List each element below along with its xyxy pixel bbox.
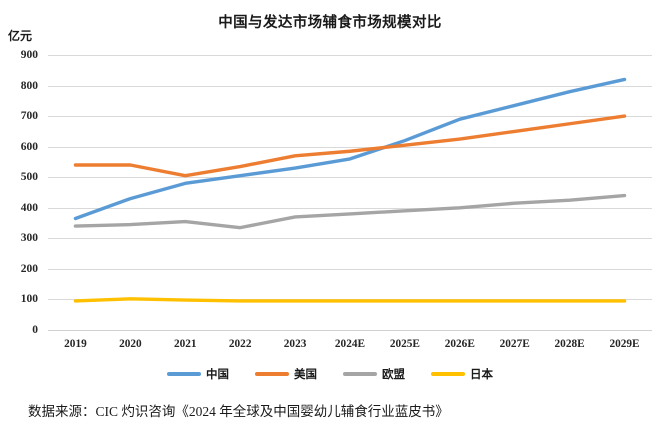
gridline-0 [48, 330, 652, 331]
series-line-美国 [73, 114, 627, 178]
gridline-400 [48, 207, 652, 209]
plot-canvas: 0 100 200 300 400 500 600 700 800 900 [21, 49, 652, 336]
x-tick-label-2019: 2019 [64, 338, 87, 350]
legend-label-美国: 美国 [294, 369, 317, 381]
x-tick-label-2024E: 2024E [334, 338, 366, 350]
y-tick-label-200: 200 [20, 262, 38, 275]
top-divider [0, 0, 660, 1]
series-lines-svg [73, 77, 627, 303]
legend-item-欧盟[interactable]: 欧盟 [343, 366, 405, 382]
x-tick-label-2022: 2022 [228, 338, 252, 350]
y-tick-label-500: 500 [20, 171, 38, 184]
legend-swatch-美国 [255, 372, 289, 376]
y-tick-label-100: 100 [20, 293, 38, 306]
series-line-中国 [73, 77, 627, 221]
gridline-500 [48, 177, 652, 179]
y-tick-label-400: 400 [20, 201, 38, 214]
legend-item-日本[interactable]: 日本 [431, 366, 493, 382]
chart-title: 中国与发达市场辅食市场规模对比 [218, 15, 442, 31]
x-tick-label-2020: 2020 [119, 338, 142, 350]
series-line-欧盟 [73, 193, 627, 230]
x-tick-label-2027E: 2027E [499, 338, 530, 350]
gridline-700 [48, 116, 652, 118]
gridline-600 [48, 146, 652, 148]
gridline-200 [48, 268, 652, 270]
y-tick-label-700: 700 [20, 110, 38, 123]
chart-legend: 中国 美国 欧盟 日本 [0, 366, 660, 382]
source-note: 数据来源：CIC 灼识咨询《2024 年全球及中国婴幼儿辅食行业蓝皮书》 [28, 404, 449, 419]
x-axis-ticks: 2019 2020 2021 2022 2023 2024E 2025E 2026E 2027E… [48, 338, 652, 356]
y-tick-label-300: 300 [20, 232, 38, 245]
gridline-300 [48, 238, 652, 240]
gridline-800 [48, 85, 652, 87]
legend-item-美国[interactable]: 美国 [255, 366, 317, 382]
x-tick-label-2023: 2023 [283, 338, 307, 350]
x-tick-label-2026E: 2026E [444, 338, 475, 350]
legend-item-中国[interactable]: 中国 [167, 366, 229, 382]
series-line-日本 [73, 297, 627, 303]
x-tick-label-2028E: 2028E [554, 338, 585, 350]
legend-swatch-欧盟 [343, 372, 377, 376]
y-axis-unit-label: 亿元 [8, 29, 33, 43]
y-tick-label-800: 800 [20, 79, 38, 92]
y-tick-label-0: 0 [32, 324, 38, 336]
legend-swatch-日本 [431, 372, 465, 376]
legend-label-欧盟: 欧盟 [382, 369, 405, 381]
y-tick-label-600: 600 [20, 140, 38, 153]
y-tick-label-900: 900 [20, 49, 38, 61]
legend-label-中国: 中国 [206, 369, 229, 381]
x-tick-label-2029E: 2029E [609, 338, 640, 350]
legend-label-日本: 日本 [470, 369, 493, 381]
legend-swatch-中国 [167, 372, 201, 376]
x-tick-label-2021: 2021 [173, 338, 197, 350]
x-tick-label-2025E: 2025E [389, 338, 420, 350]
gridline-900 [48, 55, 652, 56]
